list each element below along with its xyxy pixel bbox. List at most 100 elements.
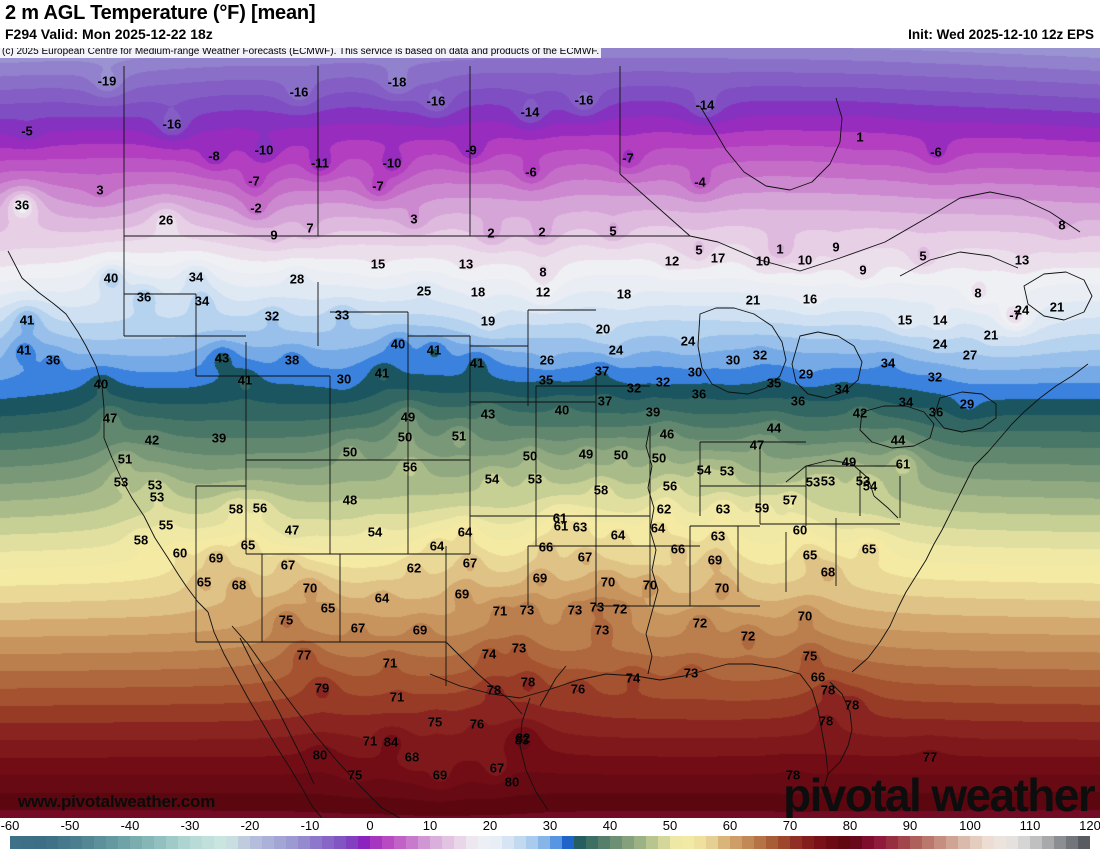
- temperature-value-label: 39: [211, 430, 227, 446]
- colorbar-tick-label: 80: [842, 818, 858, 833]
- colorbar-tick-label: -50: [60, 818, 80, 833]
- temperature-value-label: 73: [594, 622, 610, 638]
- temperature-value-label: 64: [610, 527, 626, 543]
- temperature-value-label: 65: [240, 537, 256, 553]
- temperature-value-label: 21: [745, 292, 761, 308]
- colorbar-ticks: -60 -50 -40 -30 -20 -10 0 10 20 30 40 50 60 70 80 90 100…: [0, 818, 1100, 835]
- temperature-value-label: 8: [539, 264, 547, 280]
- temperature-value-label: 12: [664, 253, 680, 269]
- colorbar-cell: [154, 836, 166, 849]
- colorbar-cell: [334, 836, 346, 849]
- temperature-value-label: 40: [93, 376, 109, 392]
- colorbar-tick-label: 120: [1079, 818, 1100, 833]
- temperature-value-label: 58: [228, 501, 244, 517]
- temperature-value-label: 55: [158, 517, 174, 533]
- map-border-path: [231, 625, 401, 818]
- temperature-value-label: 67: [489, 760, 505, 776]
- temperature-value-label: 50: [397, 429, 413, 445]
- init-time-label: Init: Wed 2025-12-10 12z EPS: [908, 27, 1094, 42]
- map-border-path: [973, 363, 1089, 467]
- temperature-value-label: 20: [595, 321, 611, 337]
- attribution-text: (c) 2025 European Centre for Medium-rang…: [0, 45, 602, 58]
- colorbar-cell: [94, 836, 106, 849]
- temperature-value-label: 60: [172, 545, 188, 561]
- colorbar-cell: [322, 836, 334, 849]
- map-border-path: [445, 641, 523, 715]
- temperature-value-label: 65: [802, 547, 818, 563]
- colorbar-cell: [310, 836, 322, 849]
- colorbar-cell: [394, 836, 406, 849]
- temperature-value-label: 47: [102, 410, 118, 426]
- temperature-value-label: -10: [382, 155, 402, 171]
- colorbar-cell: [850, 836, 862, 849]
- temperature-value-label: 50: [342, 444, 358, 460]
- temperature-value-label: 67: [462, 555, 478, 571]
- colorbar-cell: [766, 836, 778, 849]
- temperature-value-label: 15: [897, 312, 913, 328]
- colorbar-cell: [226, 836, 238, 849]
- temperature-value-label: 53: [820, 473, 836, 489]
- temperature-value-label: 41: [374, 365, 390, 381]
- colorbar-cell: [202, 836, 214, 849]
- temperature-value-label: 36: [136, 289, 152, 305]
- colorbar-cell: [538, 836, 550, 849]
- colorbar-cell: [970, 836, 982, 849]
- colorbar-cell: [418, 836, 430, 849]
- temperature-value-label: 57: [782, 492, 798, 508]
- colorbar-cell: [742, 836, 754, 849]
- temperature-value-label: 42: [144, 432, 160, 448]
- temperature-value-label: 9: [270, 227, 278, 243]
- temperature-value-label: 2: [538, 224, 546, 240]
- temperature-value-label: 74: [625, 670, 641, 686]
- temperature-value-label: 63: [715, 501, 731, 517]
- temperature-value-label: 27: [962, 347, 978, 363]
- colorbar-tick-label: -60: [0, 818, 20, 833]
- brand-watermark: pivotal weather: [783, 769, 1095, 818]
- colorbar-cell: [502, 836, 514, 849]
- temperature-value-label: 73: [589, 599, 605, 615]
- colorbar-cell: [106, 836, 118, 849]
- colorbar-cell: [658, 836, 670, 849]
- temperature-value-label: 36: [790, 393, 806, 409]
- temperature-value-label: 75: [802, 648, 818, 664]
- temperature-value-label: 41: [426, 342, 442, 358]
- temperature-value-label: 78: [785, 767, 801, 783]
- temperature-map[interactable]: -19 -16 -5 -16 -18 -16 -14 -16 -14 -6 1 -8 -10 -11 -10…: [0, 46, 1100, 818]
- colorbar-cell: [142, 836, 154, 849]
- temperature-value-label: 39: [645, 404, 661, 420]
- temperature-value-label: -2: [250, 200, 262, 216]
- colorbar-cell: [430, 836, 442, 849]
- map-border-path: [873, 495, 899, 519]
- temperature-value-label: 7: [306, 220, 314, 236]
- colorbar-cell: [190, 836, 202, 849]
- colorbar-cell: [34, 836, 46, 849]
- temperature-value-label: -7: [372, 178, 384, 194]
- temperature-value-label: 49: [578, 446, 594, 462]
- temperature-value-label: 8: [974, 285, 982, 301]
- map-border-path: [429, 663, 801, 699]
- colorbar-cell: [862, 836, 874, 849]
- temperature-value-label: 69: [412, 622, 428, 638]
- temperature-value-label: 67: [280, 557, 296, 573]
- colorbar-tick-label: 70: [782, 818, 798, 833]
- temperature-value-label: 53: [149, 489, 165, 505]
- colorbar-cell: [478, 836, 490, 849]
- temperature-value-label: 16: [802, 291, 818, 307]
- temperature-value-label: 77: [296, 647, 312, 663]
- temperature-value-label: 65: [861, 541, 877, 557]
- temperature-value-label: 34: [880, 355, 896, 371]
- temperature-value-label: 32: [927, 369, 943, 385]
- temperature-value-label: 44: [766, 420, 782, 436]
- temperature-value-label: -6: [930, 144, 942, 160]
- temperature-value-label: 58: [593, 482, 609, 498]
- temperature-value-label: 34: [898, 394, 914, 410]
- temperature-value-label: 54: [367, 524, 383, 540]
- temperature-value-label: 69: [707, 552, 723, 568]
- temperature-value-label: 70: [714, 580, 730, 596]
- temperature-value-label: 19: [480, 313, 496, 329]
- temperature-value-label: 66: [810, 669, 826, 685]
- map-border-path: [1023, 271, 1093, 321]
- colorbar-gradient: [10, 836, 1090, 849]
- temperature-value-label: 30: [687, 364, 703, 380]
- colorbar-cell: [82, 836, 94, 849]
